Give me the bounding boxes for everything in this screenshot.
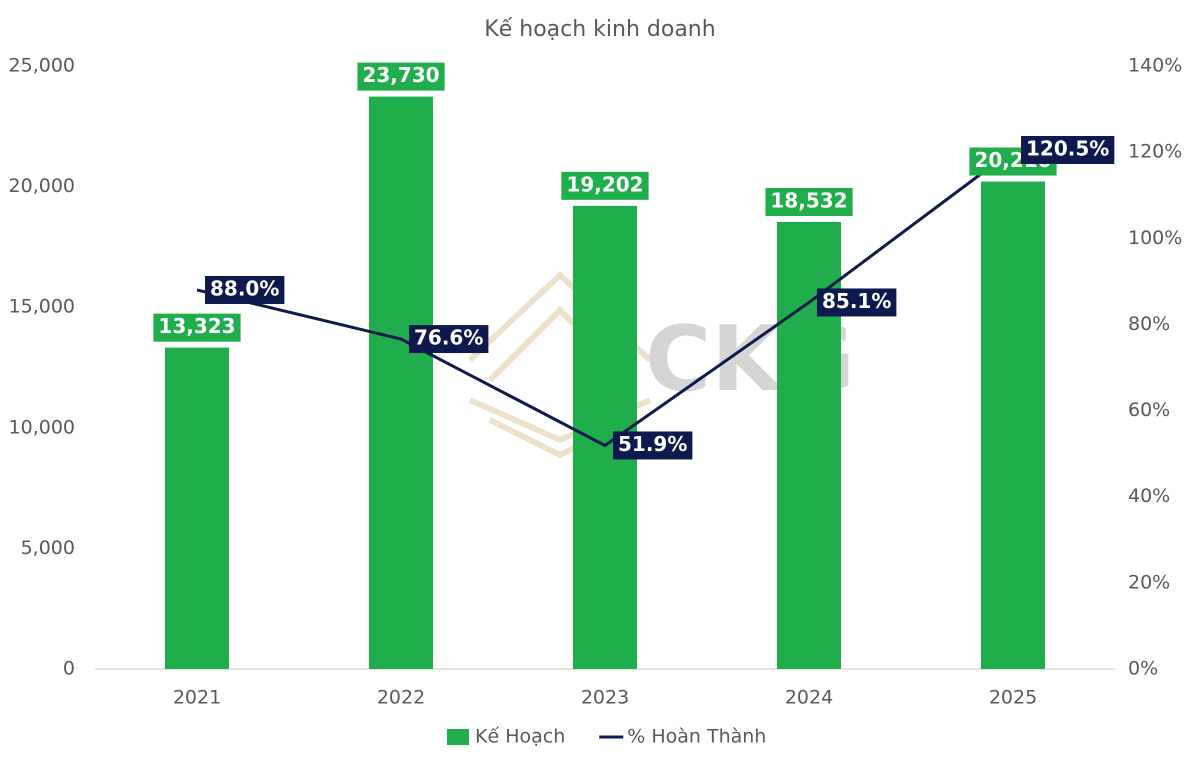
- line: [196, 148, 1014, 448]
- bar: [981, 181, 1045, 670]
- y2-tick-label: 20%: [1128, 571, 1170, 593]
- y2-tick-label: 0%: [1128, 658, 1158, 680]
- legend-label: % Hoàn Thành: [627, 726, 766, 748]
- value-label-box: [205, 275, 285, 304]
- value-label: 120.5%: [1026, 136, 1109, 160]
- value-label: 18,532: [770, 189, 847, 213]
- x-tick-label: 2021: [173, 687, 221, 709]
- y2-tick-label: 140%: [1128, 55, 1182, 77]
- value-label: 51.9%: [618, 432, 687, 456]
- value-label-box: [817, 288, 897, 317]
- legend-swatch: [447, 729, 469, 745]
- x-tick-label: 2022: [377, 687, 425, 709]
- bar: [165, 347, 229, 669]
- bar: [369, 96, 433, 670]
- value-label-box: [613, 431, 693, 460]
- y-tick-label: 15,000: [9, 296, 75, 318]
- value-label-box: [153, 313, 241, 342]
- value-label: 85.1%: [822, 289, 891, 313]
- value-label: 76.6%: [414, 326, 483, 350]
- y-tick-label: 0: [63, 658, 75, 680]
- value-label: 19,202: [566, 172, 643, 196]
- y2-tick-label: 100%: [1128, 227, 1182, 249]
- y-tick-label: 20,000: [9, 175, 75, 197]
- x-tick-label: 2025: [989, 687, 1037, 709]
- y-tick-label: 5,000: [21, 537, 75, 559]
- y2-tick-label: 40%: [1128, 485, 1170, 507]
- value-label: 23,730: [362, 63, 439, 87]
- y2-tick-label: 120%: [1128, 141, 1182, 163]
- y-tick-label: 25,000: [9, 55, 75, 77]
- value-label-box: [409, 325, 489, 354]
- y-tick-label: 10,000: [9, 416, 75, 438]
- value-label-box: [561, 171, 649, 200]
- value-label: 13,323: [158, 314, 235, 338]
- y2-tick-label: 60%: [1128, 399, 1170, 421]
- x-tick-label: 2023: [581, 687, 629, 709]
- chart-title: Kế hoạch kinh doanh: [484, 17, 715, 42]
- x-tick-label: 2024: [785, 687, 833, 709]
- y2-tick-label: 80%: [1128, 313, 1170, 335]
- value-label-box: [357, 62, 445, 91]
- value-label-box: [765, 188, 853, 217]
- value-label-box: [1021, 135, 1115, 164]
- legend-label: Kế Hoạch: [475, 726, 565, 748]
- value-label: 88.0%: [210, 276, 279, 300]
